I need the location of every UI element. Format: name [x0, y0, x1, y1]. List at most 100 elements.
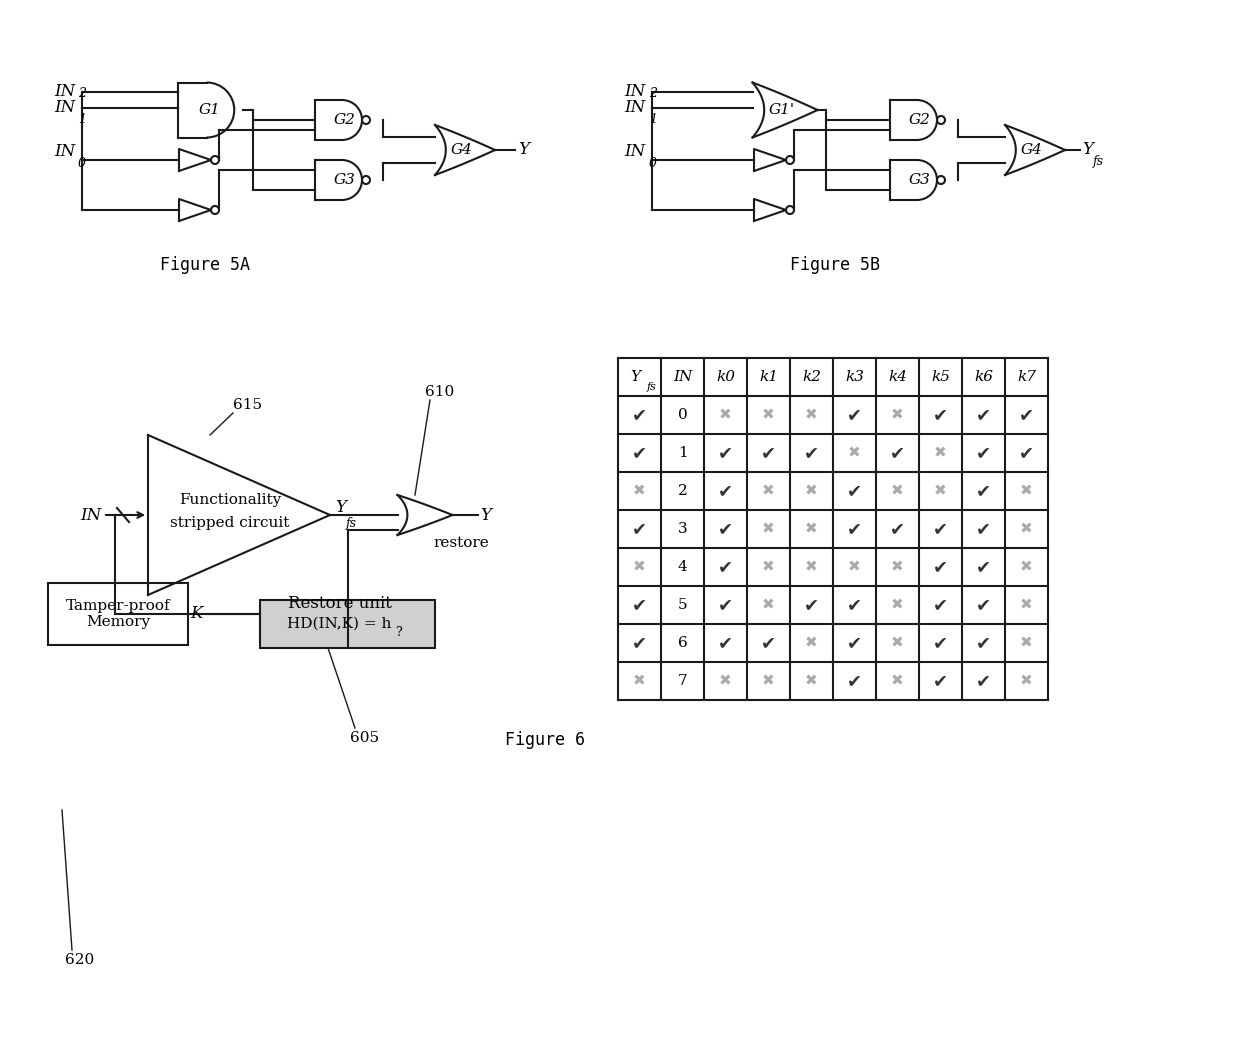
- Text: ✔: ✔: [718, 634, 733, 652]
- Text: 4: 4: [677, 560, 687, 574]
- Text: ✖: ✖: [719, 674, 732, 688]
- Text: ✔: ✔: [976, 634, 991, 652]
- Text: ✔: ✔: [890, 520, 905, 538]
- Text: 7: 7: [678, 674, 687, 688]
- Text: 1: 1: [78, 113, 86, 126]
- Text: Y: Y: [1083, 142, 1092, 158]
- Text: IN: IN: [673, 370, 692, 384]
- Text: Y: Y: [630, 370, 641, 384]
- Text: ✔: ✔: [932, 406, 949, 424]
- Text: ✖: ✖: [634, 483, 646, 499]
- Text: ✔: ✔: [847, 520, 862, 538]
- Text: k1: k1: [759, 370, 777, 384]
- Text: IN: IN: [624, 144, 645, 160]
- Text: 2: 2: [78, 87, 86, 100]
- Text: ✖: ✖: [1021, 635, 1033, 651]
- Text: ✔: ✔: [718, 558, 733, 576]
- Text: ✔: ✔: [632, 406, 647, 424]
- Text: 620: 620: [66, 953, 94, 967]
- Text: ✖: ✖: [805, 559, 818, 575]
- Text: IN: IN: [53, 83, 74, 101]
- Circle shape: [362, 176, 370, 184]
- Text: G2: G2: [909, 113, 931, 127]
- Text: Functionality: Functionality: [179, 493, 281, 507]
- Circle shape: [786, 156, 794, 164]
- FancyBboxPatch shape: [260, 600, 435, 648]
- Text: stripped circuit: stripped circuit: [170, 516, 290, 530]
- Text: ✔: ✔: [632, 596, 647, 614]
- Text: ✔: ✔: [976, 672, 991, 690]
- Text: ✔: ✔: [761, 634, 776, 652]
- Text: k3: k3: [844, 370, 864, 384]
- Text: Figure 5B: Figure 5B: [790, 256, 880, 274]
- Text: ✔: ✔: [718, 482, 733, 500]
- Text: 2: 2: [677, 484, 687, 498]
- Text: ✖: ✖: [1021, 559, 1033, 575]
- Text: Tamper-proof
Memory: Tamper-proof Memory: [66, 599, 170, 629]
- Text: ?: ?: [396, 627, 402, 639]
- Circle shape: [362, 116, 370, 124]
- Text: ✖: ✖: [934, 483, 947, 499]
- Text: ✔: ✔: [718, 520, 733, 538]
- Text: fs: fs: [346, 517, 357, 530]
- Text: ✖: ✖: [634, 674, 646, 688]
- Text: ✖: ✖: [892, 635, 904, 651]
- Text: ✖: ✖: [805, 407, 818, 423]
- Text: ✖: ✖: [763, 522, 775, 536]
- Text: ✔: ✔: [847, 406, 862, 424]
- Text: Y: Y: [335, 499, 346, 515]
- Text: k5: k5: [931, 370, 950, 384]
- Text: ✔: ✔: [932, 596, 949, 614]
- Text: ✖: ✖: [805, 522, 818, 536]
- Text: ✔: ✔: [976, 482, 991, 500]
- Text: G4: G4: [1021, 143, 1043, 157]
- FancyBboxPatch shape: [241, 588, 440, 618]
- Text: ✖: ✖: [763, 559, 775, 575]
- Text: ✔: ✔: [847, 634, 862, 652]
- Text: ✔: ✔: [718, 445, 733, 462]
- Circle shape: [211, 206, 219, 214]
- Circle shape: [211, 156, 219, 164]
- Text: ✔: ✔: [632, 520, 647, 538]
- Text: ✖: ✖: [763, 483, 775, 499]
- Text: G1: G1: [200, 103, 221, 117]
- Text: ✔: ✔: [932, 558, 949, 576]
- Text: IN: IN: [624, 100, 645, 117]
- FancyBboxPatch shape: [48, 583, 188, 645]
- Text: 0: 0: [78, 157, 86, 170]
- Text: ✔: ✔: [932, 634, 949, 652]
- Text: ✖: ✖: [848, 559, 861, 575]
- Text: G3: G3: [334, 173, 356, 187]
- Text: 1: 1: [649, 113, 657, 126]
- Text: 6: 6: [677, 636, 687, 650]
- Text: ✔: ✔: [632, 634, 647, 652]
- Text: ✖: ✖: [719, 407, 732, 423]
- Text: 5: 5: [678, 598, 687, 612]
- Text: HD(IN,K) = h: HD(IN,K) = h: [288, 617, 392, 631]
- Text: Figure 6: Figure 6: [505, 731, 585, 750]
- Text: ✔: ✔: [1019, 445, 1034, 462]
- Text: 0: 0: [649, 157, 657, 170]
- Text: ✖: ✖: [892, 598, 904, 612]
- Text: G2: G2: [334, 113, 356, 127]
- Text: ✔: ✔: [976, 558, 991, 576]
- Text: G3: G3: [909, 173, 931, 187]
- Text: ✖: ✖: [892, 674, 904, 688]
- Text: ✖: ✖: [1021, 598, 1033, 612]
- Text: IN: IN: [53, 144, 74, 160]
- Text: ✔: ✔: [890, 445, 905, 462]
- Text: ✔: ✔: [976, 445, 991, 462]
- Text: IN: IN: [79, 507, 100, 524]
- Text: k4: k4: [888, 370, 906, 384]
- Text: 610: 610: [425, 385, 455, 399]
- Text: ✖: ✖: [848, 446, 861, 460]
- Text: fs: fs: [1092, 155, 1104, 168]
- Text: ✖: ✖: [1021, 522, 1033, 536]
- Text: ✖: ✖: [1021, 483, 1033, 499]
- Text: ✖: ✖: [892, 483, 904, 499]
- Text: restore: restore: [433, 536, 489, 550]
- Text: ✖: ✖: [763, 598, 775, 612]
- Text: ✖: ✖: [634, 559, 646, 575]
- Text: ✔: ✔: [847, 482, 862, 500]
- Text: Y: Y: [518, 142, 529, 158]
